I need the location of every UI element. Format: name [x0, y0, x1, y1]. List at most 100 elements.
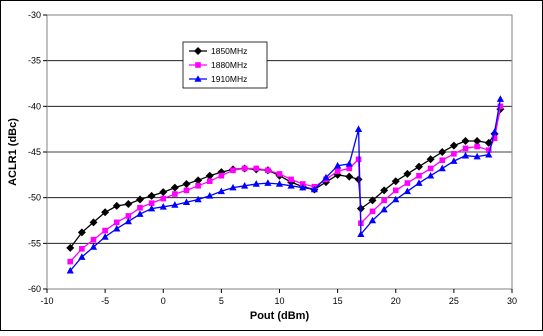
data-point-1880MHz — [288, 176, 294, 183]
data-point-1910MHz — [392, 195, 400, 203]
x-tick-label: 5 — [219, 296, 224, 306]
data-point-1910MHz — [66, 266, 74, 274]
legend-item-1910MHz: 1910MHz — [189, 74, 247, 84]
data-point-1880MHz — [148, 200, 155, 206]
series-line-1910MHz — [69, 98, 502, 272]
data-point-1880MHz — [462, 145, 469, 152]
data-point-1850MHz — [101, 208, 110, 217]
series-layer — [66, 95, 505, 274]
data-point-1910MHz — [206, 192, 214, 199]
x-tick-label: 20 — [391, 296, 401, 306]
data-point-1910MHz — [490, 128, 499, 135]
data-point-1910MHz — [159, 203, 167, 210]
legend-item-1850MHz: 1850MHz — [189, 46, 247, 56]
data-point-1850MHz — [449, 141, 458, 150]
data-point-1880MHz — [125, 213, 132, 219]
x-tick-label: 15 — [333, 296, 343, 306]
data-point-1850MHz — [415, 162, 423, 171]
data-point-1850MHz — [368, 196, 377, 205]
data-point-1880MHz — [485, 147, 492, 153]
data-point-1910MHz — [217, 187, 225, 195]
data-point-1850MHz — [170, 183, 179, 192]
data-point-1910MHz — [299, 183, 307, 191]
data-point-1880MHz — [427, 165, 434, 172]
x-tick-label: -10 — [40, 296, 53, 306]
data-point-1910MHz — [368, 216, 377, 224]
data-point-1880MHz — [195, 182, 201, 189]
data-point-1910MHz — [136, 210, 144, 217]
data-point-1910MHz — [427, 171, 435, 179]
data-point-1880MHz — [160, 195, 167, 202]
data-point-1850MHz — [124, 200, 133, 209]
data-point-1880MHz — [90, 236, 97, 243]
data-point-1880MHz — [241, 165, 248, 172]
data-point-1880MHz — [346, 165, 353, 172]
data-point-1910MHz — [182, 198, 191, 206]
data-point-1880MHz — [276, 171, 283, 177]
data-point-1880MHz — [206, 178, 213, 185]
data-point-1850MHz — [147, 191, 156, 200]
y-tick-label: -55 — [28, 238, 41, 248]
series-line-1880MHz — [69, 106, 502, 263]
data-point-1910MHz — [334, 161, 342, 169]
data-point-1880MHz — [416, 172, 422, 179]
data-point-1880MHz — [355, 156, 362, 163]
legend-swatch-marker — [194, 75, 202, 82]
x-axis: -10 -5 0 5 10 15 20 25 30 — [40, 289, 517, 306]
data-point-1910MHz — [113, 224, 121, 232]
data-point-1880MHz — [79, 246, 85, 252]
data-point-1850MHz — [438, 148, 447, 156]
data-point-1910MHz — [415, 179, 423, 186]
data-point-1910MHz — [89, 243, 98, 250]
data-point-1910MHz — [322, 173, 330, 181]
data-point-1850MHz — [403, 169, 412, 178]
data-point-1850MHz — [380, 186, 389, 195]
data-point-1880MHz — [439, 157, 446, 164]
data-point-1850MHz — [391, 177, 400, 186]
legend-swatch-marker — [194, 47, 202, 55]
data-point-1880MHz — [137, 204, 143, 211]
y-tick-label: -40 — [28, 101, 41, 111]
legend: 1850MHz 1880MHz 1910MHz — [182, 41, 268, 89]
data-point-1850MHz — [77, 228, 86, 237]
data-point-1880MHz — [183, 187, 190, 194]
data-point-1850MHz — [473, 137, 482, 146]
x-axis-title: Pout (dBm) — [250, 310, 310, 322]
data-point-1910MHz — [485, 150, 493, 158]
data-point-1850MHz — [136, 195, 144, 204]
data-point-1910MHz — [461, 151, 470, 159]
data-point-1880MHz — [218, 172, 225, 179]
data-point-1880MHz — [491, 135, 498, 142]
data-point-1880MHz — [334, 168, 341, 174]
data-point-1910MHz — [78, 253, 86, 260]
data-point-1850MHz — [194, 176, 203, 185]
data-point-1850MHz — [159, 188, 168, 197]
data-point-1880MHz — [67, 258, 74, 265]
data-point-1910MHz — [241, 181, 249, 189]
data-point-1880MHz — [381, 197, 387, 204]
gridlines — [47, 60, 512, 244]
data-point-1850MHz — [112, 201, 121, 210]
data-point-1910MHz — [171, 201, 179, 208]
legend-label: 1910MHz — [211, 74, 247, 84]
data-point-1880MHz — [253, 165, 260, 172]
data-point-1910MHz — [275, 180, 284, 187]
data-point-1910MHz — [438, 164, 446, 172]
legend-swatch-marker — [195, 62, 201, 68]
x-tick-label: 25 — [449, 296, 459, 306]
y-tick-label: -30 — [28, 10, 41, 20]
data-point-1910MHz — [403, 187, 411, 195]
data-point-1910MHz — [194, 195, 202, 203]
data-point-1880MHz — [474, 143, 480, 150]
data-point-1880MHz — [113, 219, 120, 226]
y-tick-label: -45 — [28, 147, 41, 157]
data-point-1880MHz — [369, 208, 376, 215]
data-point-1880MHz — [392, 187, 399, 194]
data-point-1910MHz — [496, 95, 504, 102]
data-point-1850MHz — [205, 171, 214, 180]
data-point-1850MHz — [66, 243, 75, 252]
data-point-1910MHz — [252, 180, 260, 187]
